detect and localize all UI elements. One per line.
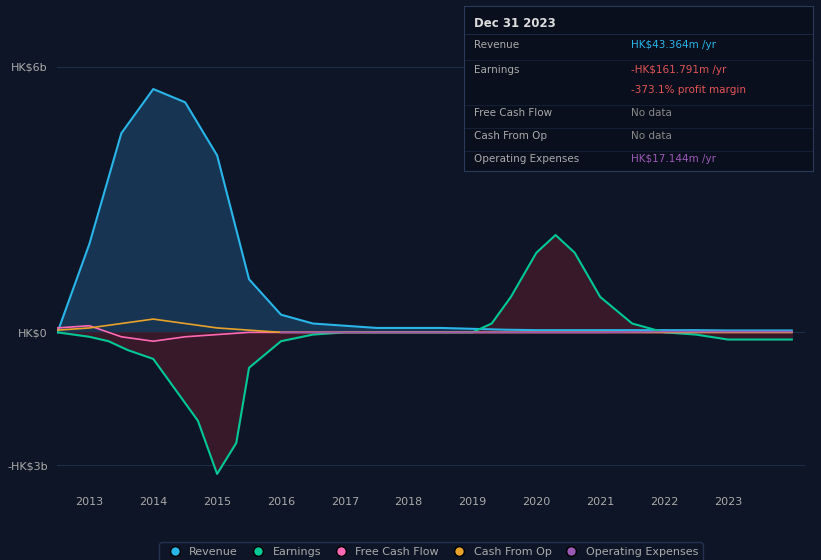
Text: HK$43.364m /yr: HK$43.364m /yr [631, 40, 717, 50]
Text: HK$17.144m /yr: HK$17.144m /yr [631, 155, 717, 164]
Text: Earnings: Earnings [475, 65, 520, 75]
Text: Revenue: Revenue [475, 40, 520, 50]
Text: Free Cash Flow: Free Cash Flow [475, 108, 553, 118]
Text: -373.1% profit margin: -373.1% profit margin [631, 85, 746, 95]
Text: No data: No data [631, 131, 672, 141]
Legend: Revenue, Earnings, Free Cash Flow, Cash From Op, Operating Expenses: Revenue, Earnings, Free Cash Flow, Cash … [159, 543, 703, 560]
Text: -HK$161.791m /yr: -HK$161.791m /yr [631, 65, 727, 75]
Text: Dec 31 2023: Dec 31 2023 [475, 17, 556, 30]
Text: No data: No data [631, 108, 672, 118]
Text: Cash From Op: Cash From Op [475, 131, 548, 141]
Text: Operating Expenses: Operating Expenses [475, 155, 580, 164]
